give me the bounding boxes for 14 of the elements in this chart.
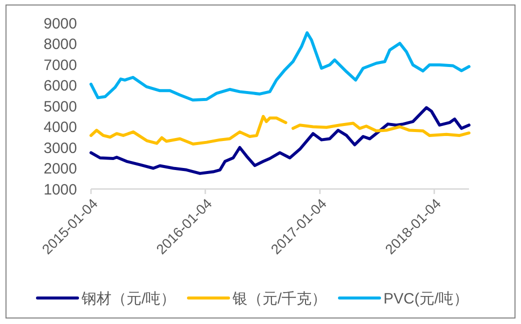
y-tick-label: 7000 bbox=[44, 56, 77, 74]
y-tick-label: 2000 bbox=[44, 160, 77, 178]
line-series bbox=[90, 106, 470, 175]
y-tick-label: 5000 bbox=[44, 98, 77, 116]
y-tick-label: 8000 bbox=[44, 36, 77, 53]
y-tick-label: 1000 bbox=[44, 181, 77, 198]
line-series bbox=[90, 31, 470, 102]
y-tick-label: 4000 bbox=[44, 119, 77, 136]
y-tick-label: 6000 bbox=[44, 78, 77, 94]
y-tick-label: 3000 bbox=[44, 140, 77, 157]
y-tick-label: 9000 bbox=[44, 15, 77, 32]
legend-label: 银（元/千克） bbox=[232, 290, 327, 308]
legend-label: 钢材（元/吨） bbox=[80, 290, 176, 308]
legend-label: PVC(元/吨） bbox=[384, 290, 469, 308]
